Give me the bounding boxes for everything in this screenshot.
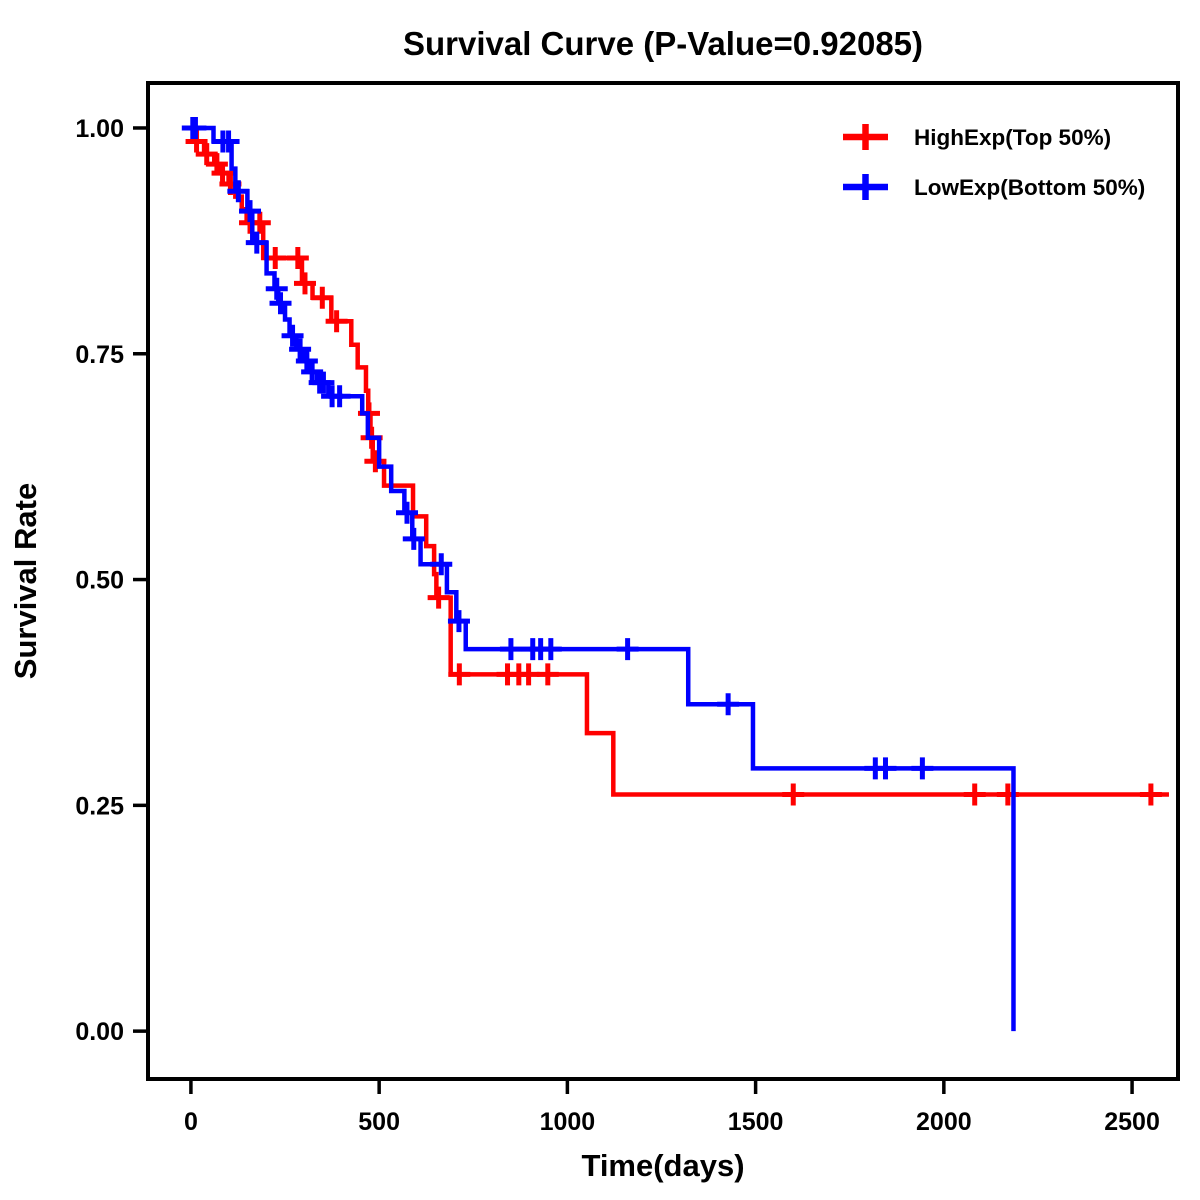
censor-mark-highexp (536, 663, 559, 686)
censor-mark-lowexp (402, 527, 425, 550)
x-tick-label: 1500 (728, 1108, 784, 1136)
censor-mark-lowexp (874, 757, 897, 780)
censor-mark-highexp (1139, 783, 1162, 806)
x-axis-label: Time(days) (581, 1148, 744, 1183)
censor-mark-highexp (517, 663, 540, 686)
censor-mark-lowexp (616, 638, 639, 661)
censor-mark-lowexp (289, 338, 312, 361)
y-tick-label: 0.75 (75, 341, 124, 369)
censor-mark-lowexp (217, 130, 240, 153)
censor-mark-lowexp (396, 501, 419, 524)
censor-mark-lowexp (269, 292, 292, 315)
y-axis-label: Survival Rate (8, 483, 43, 679)
censor-mark-lowexp (447, 610, 470, 633)
censor-mark-highexp (427, 586, 450, 609)
censor-mark-lowexp (239, 200, 262, 223)
censor-mark-lowexp (328, 385, 351, 408)
censor-mark-highexp (311, 286, 334, 309)
censor-mark-highexp (364, 450, 387, 473)
plot-frame (146, 81, 1180, 1081)
x-tick-label: 2000 (916, 1108, 972, 1136)
censor-mark-highexp (195, 143, 218, 166)
censor-mark-lowexp (539, 638, 562, 661)
y-tick-label: 0.00 (75, 1018, 124, 1046)
chart-title: Survival Curve (P-Value=0.92085) (403, 25, 923, 62)
legend-label: LowExp(Bottom 50%) (914, 175, 1145, 200)
censor-mark-highexp (325, 310, 348, 333)
censor-mark-lowexp (717, 693, 740, 716)
x-tick-label: 500 (358, 1108, 400, 1136)
x-tick-label: 0 (184, 1108, 198, 1136)
x-tick-label: 2500 (1104, 1108, 1160, 1136)
survival-curve-lowexp (190, 125, 1016, 1032)
plot-area: 0 500 1000 1500 2000 2500 0.00 0.25 0.50 0.75 1.00… (75, 81, 1180, 1136)
legend-label: HighExp(Top 50%) (914, 125, 1111, 150)
censor-mark-lowexp (245, 231, 268, 254)
censor-mark-lowexp (184, 116, 207, 139)
censor-mark-lowexp (911, 757, 934, 780)
legend-item-lowexp: LowExp(Bottom 50%) (843, 174, 1145, 200)
legend-plus-icon (843, 174, 888, 200)
censor-mark-lowexp (281, 324, 304, 347)
censor-mark-lowexp (430, 553, 453, 576)
survival-curve-highexp (190, 125, 1169, 797)
censor-mark-lowexp (312, 371, 335, 394)
y-tick-label: 0.25 (75, 792, 124, 820)
censor-mark-lowexp (227, 180, 250, 203)
legend-item-highexp: HighExp(Top 50%) (843, 124, 1111, 150)
y-tick-label: 0.50 (75, 567, 124, 595)
legend: HighExp(Top 50%) LowExp(Bottom 50%) (843, 124, 1145, 200)
censor-mark-highexp (293, 272, 316, 295)
x-tick-label: 1000 (540, 1108, 596, 1136)
censor-mark-highexp (963, 783, 986, 806)
censor-mark-lowexp (265, 277, 288, 300)
censor-mark-lowexp (499, 638, 522, 661)
y-tick-label: 1.00 (75, 115, 124, 143)
censor-mark-highexp (286, 247, 309, 270)
censor-mark-highexp (782, 783, 805, 806)
censor-mark-highexp (448, 663, 471, 686)
legend-plus-icon (843, 124, 888, 150)
